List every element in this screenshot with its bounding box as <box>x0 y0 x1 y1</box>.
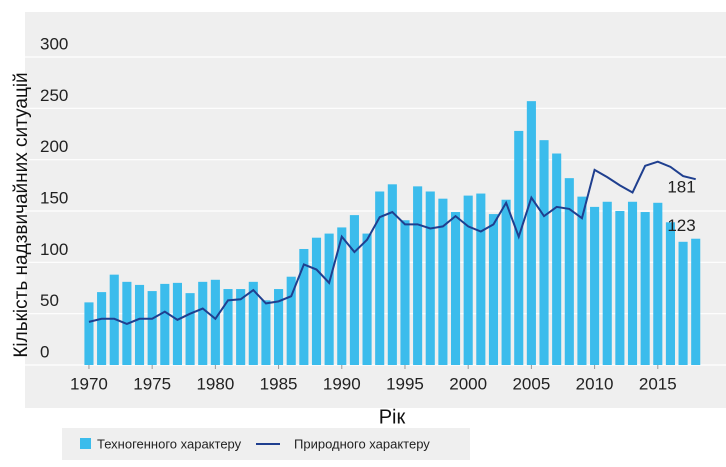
y-tick-label: 50 <box>40 291 59 310</box>
legend-label: Техногенного характеру <box>97 436 242 451</box>
bar <box>463 195 473 365</box>
bar <box>223 289 233 365</box>
bar <box>299 248 309 365</box>
bar <box>210 279 220 365</box>
x-tick-label: 2000 <box>449 374 487 393</box>
bar <box>375 191 385 365</box>
legend-label: Природного характеру <box>294 436 430 451</box>
bar <box>539 140 549 365</box>
bar <box>147 291 157 365</box>
x-tick-label: 1990 <box>323 374 361 393</box>
bar <box>653 202 663 365</box>
x-tick-label: 1985 <box>260 374 298 393</box>
legend-swatch <box>80 438 91 449</box>
bar <box>172 282 182 365</box>
bar <box>337 227 347 365</box>
bar <box>160 283 170 365</box>
bar <box>248 281 258 365</box>
bar <box>476 193 486 365</box>
bar <box>261 300 271 365</box>
bar <box>438 198 448 365</box>
y-tick-label: 150 <box>40 188 68 207</box>
bar <box>627 201 638 365</box>
y-tick-label: 200 <box>40 137 68 156</box>
y-axis-title: Кількість надзвичайних ситуацій <box>11 72 32 357</box>
value-label: 123 <box>667 216 695 235</box>
bar <box>552 153 562 365</box>
bar <box>274 289 284 365</box>
bar <box>564 178 574 365</box>
value-label: 181 <box>667 178 695 197</box>
y-tick-label: 250 <box>40 86 68 105</box>
bar <box>97 292 107 365</box>
bar <box>185 293 195 365</box>
bar <box>577 196 587 365</box>
x-axis-title: Рік <box>379 406 406 428</box>
bar <box>678 241 688 365</box>
y-tick-label: 100 <box>40 240 68 259</box>
bar <box>84 302 94 365</box>
bar <box>362 233 372 365</box>
bar <box>400 220 410 365</box>
bar <box>665 222 675 365</box>
x-tick-label: 1995 <box>386 374 424 393</box>
bar <box>691 238 701 365</box>
bar <box>526 101 536 365</box>
bar <box>488 214 499 365</box>
y-tick-label: 300 <box>40 34 68 53</box>
bar <box>640 212 650 365</box>
bar <box>615 211 625 365</box>
bar <box>590 206 600 365</box>
bar <box>198 281 208 365</box>
bar <box>236 289 246 365</box>
x-tick-label: 2005 <box>512 374 550 393</box>
x-tick-label: 1970 <box>70 374 108 393</box>
bar <box>311 237 322 365</box>
bar <box>413 186 423 365</box>
x-tick-label: 1975 <box>133 374 171 393</box>
bar <box>514 130 524 365</box>
bar <box>425 191 435 365</box>
y-tick-label: 0 <box>40 342 49 361</box>
bar <box>324 233 334 365</box>
bar <box>134 284 145 365</box>
x-tick-label: 1980 <box>196 374 234 393</box>
bar <box>602 201 612 365</box>
x-tick-label: 2010 <box>576 374 614 393</box>
bar <box>286 276 296 365</box>
x-tick-label: 2015 <box>639 374 677 393</box>
bar <box>387 184 397 365</box>
line <box>88 160 696 326</box>
bar <box>501 199 511 365</box>
bar <box>450 212 461 365</box>
bar <box>349 215 359 365</box>
